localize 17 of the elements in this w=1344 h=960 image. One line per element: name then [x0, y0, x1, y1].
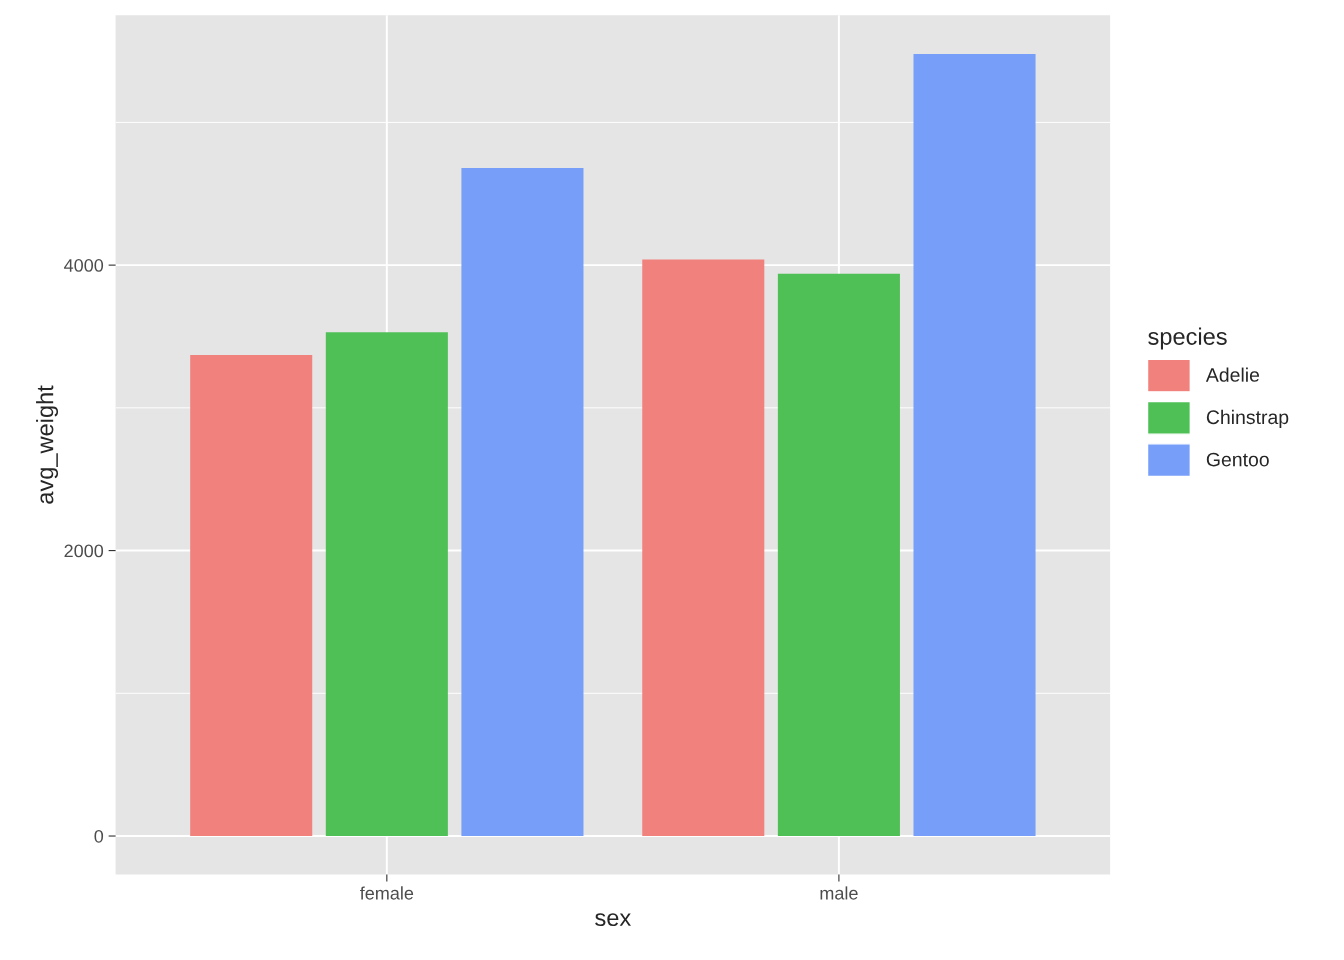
legend-label: Gentoo [1206, 452, 1269, 467]
legend-title: species [1148, 327, 1227, 350]
legend-label: Chinstrap [1206, 409, 1289, 428]
bar [190, 355, 313, 837]
bar [777, 273, 900, 837]
bar [642, 259, 765, 837]
legend-label: Adelie [1205, 367, 1260, 382]
x-tick-label: female [359, 886, 414, 900]
y-tick-label: 4000 [64, 259, 104, 272]
x-axis-title: sex [595, 913, 631, 927]
bar [461, 168, 584, 837]
y-tick-label: 0 [94, 829, 104, 843]
x-tick-label: male [820, 886, 858, 900]
bar [913, 53, 1036, 837]
bar [325, 332, 448, 837]
y-axis-title: avg_weight [36, 385, 59, 504]
y-tick-label: 2000 [64, 544, 104, 558]
